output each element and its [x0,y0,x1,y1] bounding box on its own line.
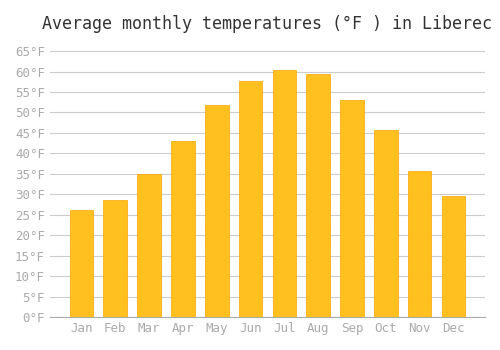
Bar [205,105,229,317]
Bar [272,70,296,317]
Bar [374,130,398,317]
Bar [306,74,330,317]
Bar [171,141,194,317]
Bar [340,100,364,317]
Bar [442,196,465,317]
Title: Average monthly temperatures (°F ) in Liberec: Average monthly temperatures (°F ) in Li… [42,15,492,33]
Bar [70,210,94,317]
Bar [104,200,127,317]
Bar [408,170,432,317]
Bar [238,81,262,317]
Bar [138,174,161,317]
